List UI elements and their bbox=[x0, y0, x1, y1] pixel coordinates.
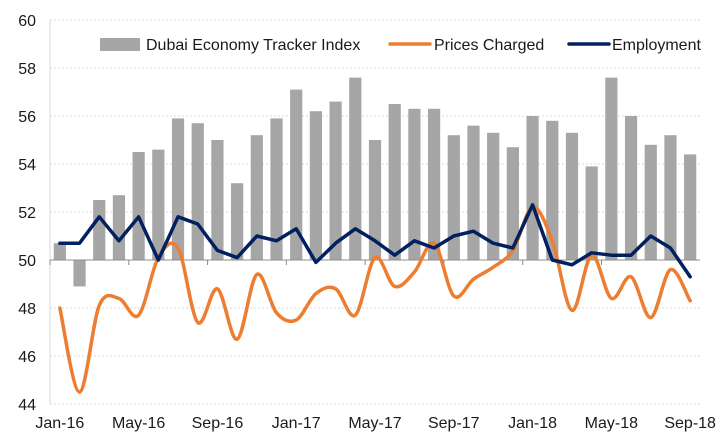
series-lines bbox=[58, 203, 692, 394]
bar-apr-17 bbox=[349, 77, 362, 260]
bar-jun-16 bbox=[152, 149, 165, 260]
bar-jul-18 bbox=[644, 144, 657, 260]
legend-swatch-dubai-economy-tracker-index bbox=[100, 38, 140, 51]
bar-sep-16 bbox=[211, 140, 224, 260]
bar-sep-18 bbox=[684, 154, 697, 260]
bars-dubai-economy-tracker-index bbox=[53, 77, 697, 287]
bar-oct-16 bbox=[231, 183, 244, 260]
bar-aug-18 bbox=[664, 135, 677, 260]
bar-aug-16 bbox=[191, 123, 204, 260]
bar-dec-17 bbox=[506, 147, 519, 260]
bar-feb-18 bbox=[546, 120, 559, 260]
x-axis-tick-labels: Jan-16 May-16 Sep-16 Jan-17 May-17 Sep-17 Jan-… bbox=[35, 415, 716, 432]
x-tick-label: Jan-18 bbox=[508, 415, 557, 432]
y-tick-label: 44 bbox=[18, 397, 36, 414]
bar-feb-17 bbox=[309, 111, 323, 260]
x-tick-label: Jan-16 bbox=[35, 415, 84, 432]
bar-aug-17 bbox=[427, 108, 441, 260]
y-tick-label: 56 bbox=[18, 109, 36, 126]
bar-mar-18 bbox=[565, 132, 579, 260]
x-tick-label: Sep-17 bbox=[428, 415, 480, 432]
bar-jul-16 bbox=[171, 118, 185, 261]
x-tick-label: May-17 bbox=[348, 415, 401, 432]
bar-may-18 bbox=[605, 77, 618, 260]
bar-apr-16 bbox=[112, 195, 126, 260]
y-tick-label: 50 bbox=[18, 253, 36, 270]
x-tick-label: May-16 bbox=[112, 415, 165, 432]
bar-sep-17 bbox=[447, 135, 460, 260]
bar-nov-17 bbox=[487, 132, 500, 260]
bar-jun-17 bbox=[388, 104, 401, 260]
y-tick-label: 58 bbox=[18, 61, 36, 78]
y-axis-tick-labels: 44 46 48 50 52 54 56 58 60 bbox=[18, 13, 36, 414]
bar-apr-18 bbox=[585, 166, 598, 260]
bar-feb-16 bbox=[73, 260, 86, 287]
y-tick-label: 52 bbox=[18, 205, 36, 222]
x-tick-label: Sep-16 bbox=[192, 415, 244, 432]
y-tick-label: 48 bbox=[18, 301, 36, 318]
legend-label-prices-charged: Prices Charged bbox=[434, 37, 544, 54]
bar-jan-16 bbox=[53, 243, 66, 260]
legend-label-dubai-economy-tracker-index: Dubai Economy Tracker Index bbox=[146, 37, 360, 54]
bar-may-16 bbox=[132, 152, 145, 260]
bar-mar-16 bbox=[93, 200, 106, 260]
x-tick-label: Sep-18 bbox=[664, 415, 716, 432]
y-tick-label: 60 bbox=[18, 13, 36, 30]
y-tick-label: 46 bbox=[18, 349, 36, 366]
bar-nov-16 bbox=[250, 135, 263, 260]
bar-jan-18 bbox=[526, 116, 539, 260]
x-tick-label: May-18 bbox=[585, 415, 638, 432]
x-tick-label: Jan-17 bbox=[272, 415, 321, 432]
bar-jan-17 bbox=[290, 89, 303, 260]
y-tick-label: 54 bbox=[18, 157, 36, 174]
legend-label-employment: Employment bbox=[612, 37, 701, 54]
legend: Dubai Economy Tracker Index Prices Charg… bbox=[100, 37, 701, 54]
line-employment bbox=[58, 203, 692, 279]
bar-jun-18 bbox=[624, 116, 638, 260]
bar-oct-17 bbox=[467, 125, 480, 260]
bar-mar-17 bbox=[329, 101, 342, 260]
bar-dec-16 bbox=[270, 118, 283, 261]
bar-jul-17 bbox=[408, 108, 421, 260]
bar-may-17 bbox=[368, 140, 382, 260]
